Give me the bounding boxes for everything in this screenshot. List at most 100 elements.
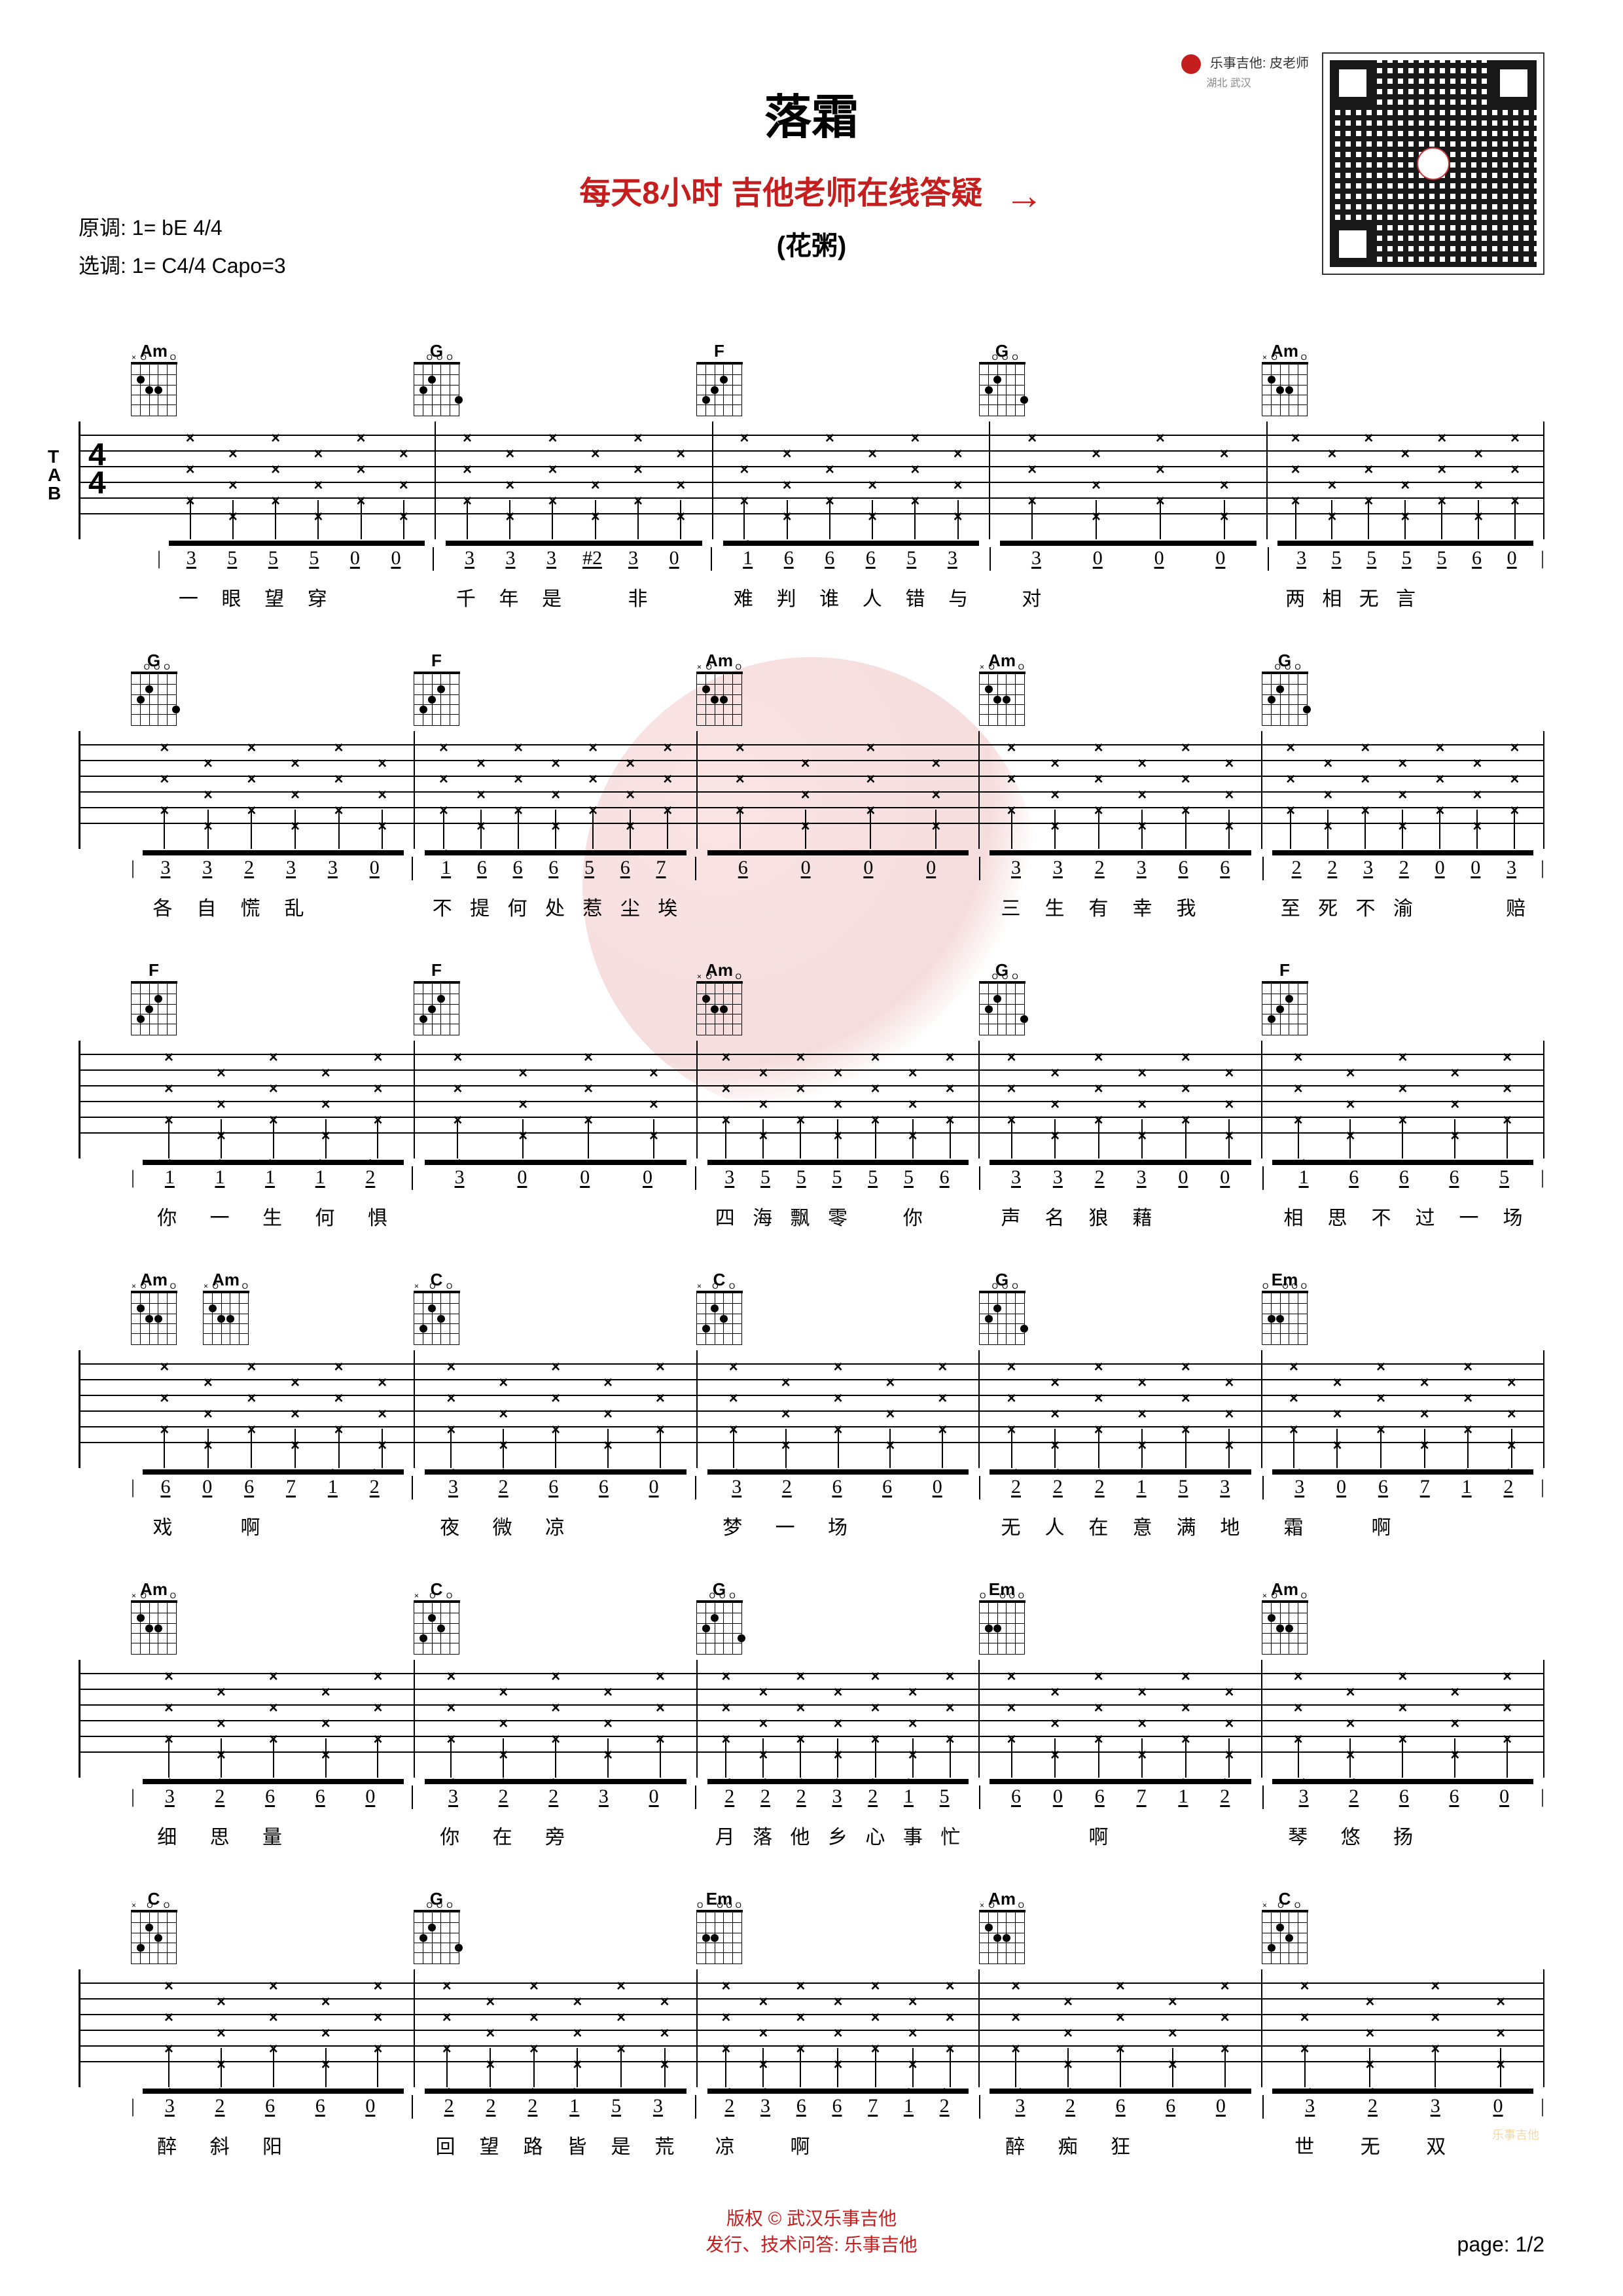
lyric: 皆: [567, 2130, 587, 2159]
lyric: [861, 892, 880, 921]
lyric: [651, 1511, 670, 1540]
lyric: [795, 892, 815, 921]
lyric: [597, 1821, 617, 1850]
num-note: 2: [493, 1476, 513, 1499]
beat: ×××: [660, 1660, 661, 1778]
chord-group: Em O OOO: [696, 1889, 979, 1964]
tab-systems: Am ×O O G OOO F G OOO Am ×O O TAB: [79, 341, 1544, 2159]
measure: ××××××××××××: [1262, 1969, 1544, 2087]
num-note: 3: [720, 1166, 740, 1190]
chord-group: Am ×O O: [979, 651, 1262, 726]
num-note: 2: [1215, 1785, 1235, 1809]
num-note: 1: [160, 1166, 179, 1190]
lyric: 幸: [1133, 892, 1152, 921]
num-note: 6: [1090, 1785, 1109, 1809]
lyric: [644, 1202, 664, 1230]
measure: ××××××××××××: [415, 1041, 697, 1158]
lyric: 是: [542, 583, 562, 611]
num-measure: 3555556: [702, 1166, 973, 1190]
num-note: 3: [1215, 1476, 1235, 1499]
chord-diagram: × O O: [414, 1602, 459, 1655]
beat: ×××: [875, 1660, 876, 1778]
num-note: 3: [1292, 547, 1311, 571]
num-measure: 32660: [986, 2095, 1257, 2119]
beat: ×××: [1098, 1660, 1099, 1778]
lyric: 谁: [819, 583, 839, 611]
lyric: 对: [1022, 583, 1041, 611]
lyric: 在: [1089, 1511, 1109, 1540]
beat: ×××: [338, 731, 340, 849]
lyric: 凉: [545, 1511, 565, 1540]
lyric: 醉: [157, 2130, 177, 2159]
lyric: 乡: [828, 1821, 847, 1850]
lyric: [865, 1202, 885, 1230]
chord-group: Am ×O O: [696, 960, 979, 1035]
beat: ×××: [1380, 1350, 1382, 1468]
chord-diagram: × O O: [1262, 1912, 1308, 1964]
num-measure: 16665: [1269, 1166, 1541, 1190]
chord-G: G OOO: [414, 341, 459, 416]
beat: ×××: [232, 422, 234, 539]
brand-logo-icon: [1181, 54, 1201, 74]
chord-diagram: ×O O: [131, 1293, 177, 1345]
beat: ×××: [620, 1969, 622, 2087]
chord-C: C × O O: [414, 1270, 459, 1345]
num-note: 1: [310, 1166, 330, 1190]
beat: ×××: [1435, 1969, 1436, 2087]
beat: ×××: [785, 1350, 787, 1468]
beat: ×××: [450, 1660, 452, 1778]
beat: ×××: [1441, 422, 1442, 539]
num-note: 6: [820, 547, 840, 571]
num-note: 5: [607, 2095, 626, 2119]
lyric: 错: [905, 583, 925, 611]
num-note: 1: [210, 1166, 230, 1190]
beat: ×××: [1467, 1350, 1469, 1468]
lyric-measure: 不提何处惹尘埃: [414, 892, 696, 921]
chord-group: C × O O: [696, 1270, 979, 1345]
number-notation-row: |326602221532366712326603230|: [79, 2095, 1544, 2119]
lyric: 赔: [1506, 892, 1525, 921]
num-note: 0: [1048, 1785, 1067, 1809]
lyric: 提: [470, 892, 490, 921]
num-note: 3: [1010, 2095, 1030, 2119]
lyric: [1499, 1821, 1518, 1850]
lyric: 不: [433, 892, 452, 921]
lyric: 夜: [440, 1511, 459, 1540]
beat: ×××: [787, 422, 788, 539]
lyric: [368, 1821, 387, 1850]
lyric: [865, 2130, 885, 2159]
measure: ×××××××××××××××××××××: [1262, 731, 1544, 849]
beat: ×××: [1511, 1350, 1512, 1468]
num-note: 2: [1287, 857, 1306, 880]
beat: ×××: [1011, 731, 1012, 849]
beat: ×××: [800, 1969, 801, 2087]
lyric: 不: [1356, 892, 1376, 921]
num-note: 2: [481, 2095, 501, 2119]
lyric: 判: [776, 583, 796, 611]
num-note: 1: [899, 1785, 918, 1809]
lyric: [651, 1821, 670, 1850]
num-note: 2: [1061, 2095, 1080, 2119]
lyric: [880, 1511, 900, 1540]
chord-diagram: ×O O: [979, 673, 1025, 726]
num-note: 6: [1444, 1785, 1464, 1809]
chord-diagram: OOO: [979, 1293, 1025, 1345]
beat: ×××: [607, 1350, 609, 1468]
beat: ×××: [1336, 1350, 1338, 1468]
lyric: [1221, 892, 1240, 921]
beat: ×××: [1304, 1969, 1306, 2087]
lyric: 凉: [715, 2130, 735, 2159]
num-note: 0: [664, 547, 684, 571]
lyric: 何: [508, 892, 527, 921]
lyric-measure: [414, 1202, 696, 1230]
header: 乐事吉他: 皮老师 湖北 武汉 落霜 每天8小时 吉他老师在线答疑 → (花粥)…: [79, 79, 1544, 262]
beat: ×××: [1349, 1041, 1351, 1158]
measure: ×××××××××××××××××××××: [698, 1660, 980, 1778]
lyric: 悠: [1341, 1821, 1361, 1850]
chord-G: G OOO: [979, 341, 1025, 416]
lyric: [1177, 1821, 1196, 1850]
lyric-measure: [696, 892, 979, 921]
lyric: 量: [262, 1821, 282, 1850]
chord-diagram: OOO: [131, 673, 177, 726]
num-note: 6: [1111, 2095, 1130, 2119]
